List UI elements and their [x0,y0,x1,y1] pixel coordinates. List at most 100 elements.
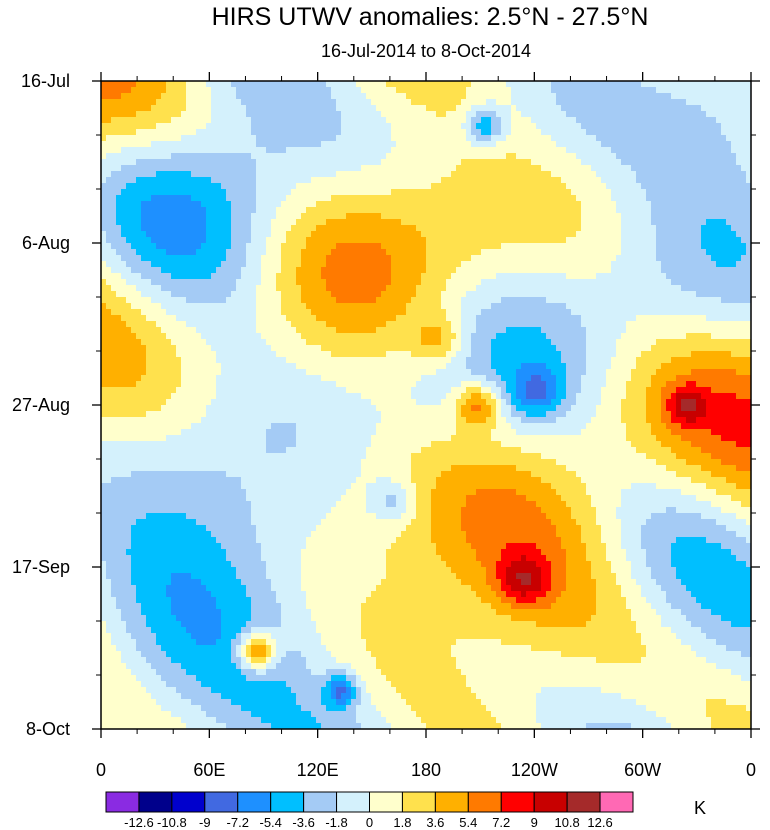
field-cell [741,207,747,214]
field-cell [566,189,572,196]
field-cell [526,201,532,208]
field-cell [216,117,222,124]
field-cell [156,99,162,106]
field-cell [591,105,597,112]
field-cell [221,237,227,244]
field-cell [641,279,647,286]
field-cell [331,171,337,178]
field-cell [381,243,387,250]
field-cell [721,87,727,94]
field-cell [581,129,587,136]
field-cell [601,165,607,172]
field-cell [671,129,677,136]
field-cell [336,171,342,178]
field-cell [526,273,532,280]
field-cell [726,273,732,280]
field-cell [321,243,327,250]
field-cell [436,87,442,94]
field-cell [111,225,117,232]
field-cell [326,87,332,94]
field-cell [601,291,607,298]
field-cell [451,249,457,256]
field-cell [346,279,352,286]
field-cell [231,279,237,286]
field-cell [406,183,412,190]
field-cell [366,303,372,310]
field-cell [251,243,257,250]
field-cell [566,171,572,178]
field-cell [396,81,402,88]
field-cell [211,189,217,196]
field-cell [171,117,177,124]
field-cell [581,279,587,286]
field-cell [241,147,247,154]
field-cell [246,243,252,250]
field-cell [291,129,297,136]
field-cell [261,177,267,184]
field-cell [116,111,122,118]
field-cell [291,177,297,184]
field-cell [186,219,192,226]
field-cell [156,267,162,274]
field-cell [516,267,522,274]
field-cell [336,213,342,220]
field-cell [606,99,612,106]
field-cell [116,207,122,214]
field-cell [571,219,577,226]
field-cell [636,189,642,196]
field-cell [441,147,447,154]
field-cell [291,261,297,268]
field-cell [366,141,372,148]
field-cell [696,237,702,244]
field-cell [526,135,532,142]
field-cell [396,291,402,298]
field-cell [366,129,372,136]
field-cell [366,255,372,262]
field-cell [146,249,152,256]
field-cell [486,213,492,220]
field-cell [166,183,172,190]
field-cell [511,297,517,304]
field-cell [161,201,167,208]
field-cell [641,111,647,118]
field-cell [696,159,702,166]
field-cell [541,135,547,142]
field-cell [366,93,372,100]
field-cell [296,207,302,214]
field-cell [296,93,302,100]
field-cell [146,207,152,214]
field-cell [691,255,697,262]
field-cell [321,195,327,202]
field-cell [611,273,617,280]
field-cell [236,141,242,148]
field-cell [456,267,462,274]
field-cell [231,303,237,310]
field-cell [566,147,572,154]
field-cell [741,201,747,208]
field-cell [411,129,417,136]
field-cell [141,99,147,106]
field-cell [106,189,112,196]
field-cell [386,183,392,190]
field-cell [386,159,392,166]
field-cell [731,261,737,268]
field-cell [506,111,512,118]
field-cell [161,195,167,202]
field-cell [371,195,377,202]
field-cell [426,261,432,268]
field-cell [371,81,377,88]
field-cell [491,297,497,304]
field-cell [726,99,732,106]
field-cell [296,171,302,178]
field-cell [721,195,727,202]
field-cell [321,117,327,124]
field-cell [296,303,302,310]
field-cell [621,141,627,148]
field-cell [511,183,517,190]
field-cell [526,297,532,304]
field-cell [306,201,312,208]
field-cell [131,231,137,238]
field-cell [651,243,657,250]
field-cell [206,231,212,238]
field-cell [726,105,732,112]
